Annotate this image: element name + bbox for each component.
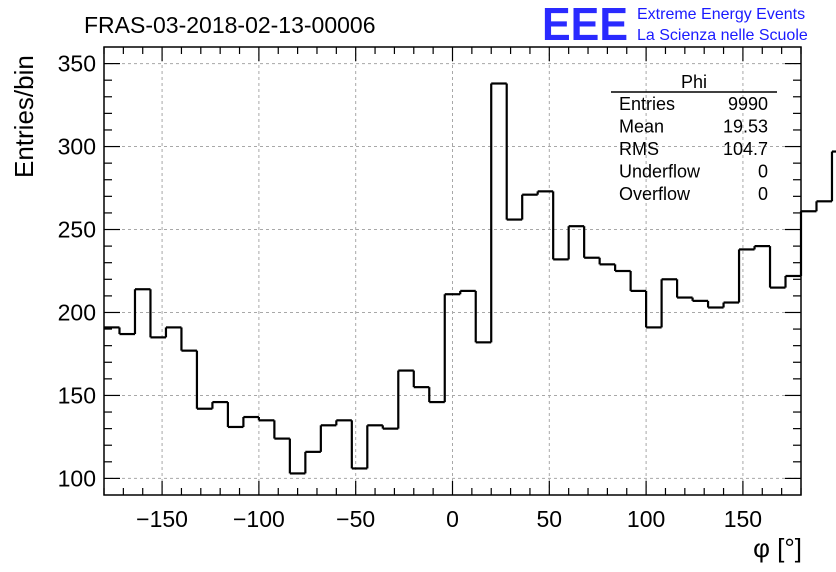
- histogram-series: [104, 82, 836, 475]
- grid-lines: [104, 47, 801, 495]
- stats-label: Entries: [619, 94, 675, 114]
- stats-label: Mean: [619, 117, 664, 137]
- stats-value: 9990: [728, 94, 768, 114]
- x-tick-label: 150: [724, 506, 762, 532]
- x-axis-title: φ [°]: [753, 533, 802, 563]
- x-tick-label: −150: [136, 506, 188, 532]
- stats-box: Phi Entries 9990 Mean 19.53 RMS 104.7 Underflo…: [611, 72, 777, 204]
- x-tick-label: 50: [537, 506, 563, 532]
- x-tick-label: 100: [627, 506, 665, 532]
- y-tick-label: 300: [58, 134, 96, 160]
- stats-title: Phi: [681, 72, 707, 92]
- stats-value: 0: [758, 184, 768, 204]
- eee-logo-mark: EEE: [542, 0, 628, 50]
- axis-ticks: [103, 47, 802, 495]
- stats-label: RMS: [619, 139, 659, 159]
- stats-label: Underflow: [619, 162, 701, 182]
- eee-logo: EEE Extreme Energy Events La Scienza nel…: [542, 0, 808, 50]
- y-tick-label: 150: [58, 382, 96, 408]
- x-tick-label: −100: [233, 506, 285, 532]
- stats-value: 0: [758, 162, 768, 182]
- y-tick-label: 350: [58, 51, 96, 77]
- y-tick-label: 250: [58, 217, 96, 243]
- x-tick-label: −50: [336, 506, 375, 532]
- tick-labels: −150 −100 −50 0 50 100 150 100 150 200 250 300 350: [58, 51, 762, 532]
- x-tick-label: 0: [446, 506, 459, 532]
- stats-label: Overflow: [619, 184, 691, 204]
- chart-title: FRAS-03-2018-02-13-00006: [84, 12, 376, 38]
- y-tick-label: 100: [58, 465, 96, 491]
- stats-value: 19.53: [723, 117, 768, 137]
- logo-line-2: La Scienza nelle Scuole: [637, 27, 808, 44]
- y-tick-label: 200: [58, 299, 96, 325]
- stats-value: 104.7: [723, 139, 768, 159]
- logo-line-1: Extreme Energy Events: [637, 6, 805, 23]
- y-axis-title: Entries/bin: [9, 55, 39, 178]
